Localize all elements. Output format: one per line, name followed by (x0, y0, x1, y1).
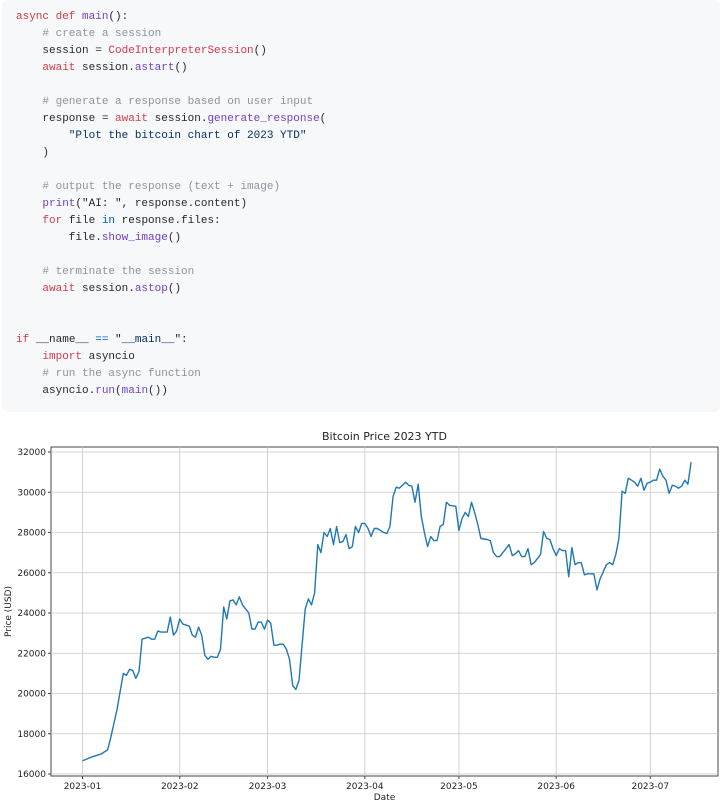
code-token: session. (154, 113, 208, 125)
y-tick-label: 30000 (17, 488, 46, 498)
code-line (16, 247, 720, 264)
code-line: print("AI: ", response.content) (16, 196, 720, 213)
code-token: await (115, 113, 155, 125)
code-token: # output the response (text + image) (16, 181, 281, 193)
code-token: (): (108, 11, 129, 23)
code-token: astart (134, 62, 175, 74)
x-tick-label: 2023-06 (537, 782, 575, 792)
code-token: # run the async function (16, 368, 201, 380)
code-token: file. (16, 232, 102, 244)
code-line: ) (16, 145, 720, 162)
code-token: in (101, 215, 122, 227)
price-line (82, 461, 692, 762)
code-token: session = (16, 45, 109, 57)
code-token: response = (16, 113, 116, 125)
code-line (16, 315, 720, 332)
code-token: generate_response (207, 113, 320, 125)
y-tick-label: 18000 (17, 730, 46, 740)
code-text: async def main(): # create a session ses… (2, 0, 720, 400)
code-line: asyncio.run(main()) (16, 383, 720, 400)
code-token: ()) (148, 385, 168, 397)
code-token: await (16, 283, 83, 295)
code-token: ( (319, 113, 327, 125)
code-line: file.show_image() (16, 230, 720, 247)
code-line: # terminate the session (16, 264, 720, 281)
code-line: "Plot the bitcoin chart of 2023 YTD" (16, 128, 720, 145)
code-token: asyncio. (16, 385, 96, 397)
plot-area (50, 446, 719, 777)
code-line: if __name__ == "__main__": (16, 332, 720, 349)
code-token: "__main__": (115, 334, 188, 346)
code-token: main (121, 385, 149, 397)
code-line: import asyncio (16, 349, 720, 366)
code-line: async def main(): (16, 9, 720, 26)
code-line: # create a session (16, 26, 720, 43)
code-token: main (82, 11, 109, 23)
code-token: asyncio (88, 351, 135, 363)
y-tick-label: 20000 (17, 690, 46, 700)
code-line (16, 77, 720, 94)
code-token: () (174, 62, 188, 74)
y-tick-label: 26000 (17, 569, 46, 579)
code-token: "Plot the bitcoin chart of 2023 YTD" (16, 130, 307, 142)
code-token: () (167, 232, 182, 244)
code-line: # run the async function (16, 366, 720, 383)
code-token: astop (134, 283, 168, 295)
code-token: # create a session (16, 28, 162, 40)
code-token: import (16, 351, 89, 363)
code-token: print (16, 198, 76, 210)
x-tick-label: 2023-04 (346, 782, 384, 792)
code-token: run (95, 385, 116, 397)
code-token: ) (16, 147, 50, 159)
y-tick-label: 16000 (17, 770, 46, 780)
code-token: ( (115, 385, 122, 397)
code-token: for (16, 215, 69, 227)
x-tick-label: 2023-01 (64, 782, 102, 792)
x-tick-label: 2023-02 (161, 782, 199, 792)
y-axis-label: Price (USD) (4, 586, 14, 637)
x-tick-label: 2023-03 (249, 782, 287, 792)
code-line: response = await session.generate_respon… (16, 111, 720, 128)
x-tick-label: 2023-05 (440, 782, 478, 792)
code-line: for file in response.files: (16, 213, 720, 230)
code-token: session. (82, 62, 135, 74)
code-token: # terminate the session (16, 266, 195, 278)
code-token: ("AI: ", response.content) (75, 198, 248, 210)
code-token: # generate a response based on user inpu… (16, 96, 314, 108)
code-line: # generate a response based on user inpu… (16, 94, 720, 111)
code-token: async def (16, 11, 83, 23)
code-line: await session.astop() (16, 281, 720, 298)
code-line: await session.astart() (16, 60, 720, 77)
code-line (16, 298, 720, 315)
code-token: () (167, 283, 182, 295)
code-line: session = CodeInterpreterSession() (16, 43, 720, 60)
code-token: show_image (101, 232, 168, 244)
chart-title: Bitcoin Price 2023 YTD (322, 430, 447, 443)
code-token: response.files: (121, 215, 221, 227)
code-line (16, 162, 720, 179)
x-tick-label: 2023-07 (631, 782, 669, 792)
y-tick-label: 32000 (17, 448, 46, 458)
code-token: file (68, 215, 102, 227)
y-tick-label: 22000 (17, 649, 46, 659)
code-token: () (253, 45, 267, 57)
code-token: session. (82, 283, 135, 295)
code-token: await (16, 62, 83, 74)
code-token: == (95, 334, 116, 346)
y-tick-label: 24000 (17, 609, 46, 619)
code-token: CodeInterpreterSession (108, 45, 254, 57)
bitcoin-price-chart: 16000 18000 20000 22000 24000 26000 28000 30000… (4, 430, 719, 800)
code-block: async def main(): # create a session ses… (2, 0, 720, 412)
x-axis-label: Date (374, 793, 396, 800)
code-token: if (16, 334, 36, 346)
code-token: __name__ (35, 334, 96, 346)
code-line: # output the response (text + image) (16, 179, 720, 196)
y-tick-label: 28000 (17, 529, 46, 539)
